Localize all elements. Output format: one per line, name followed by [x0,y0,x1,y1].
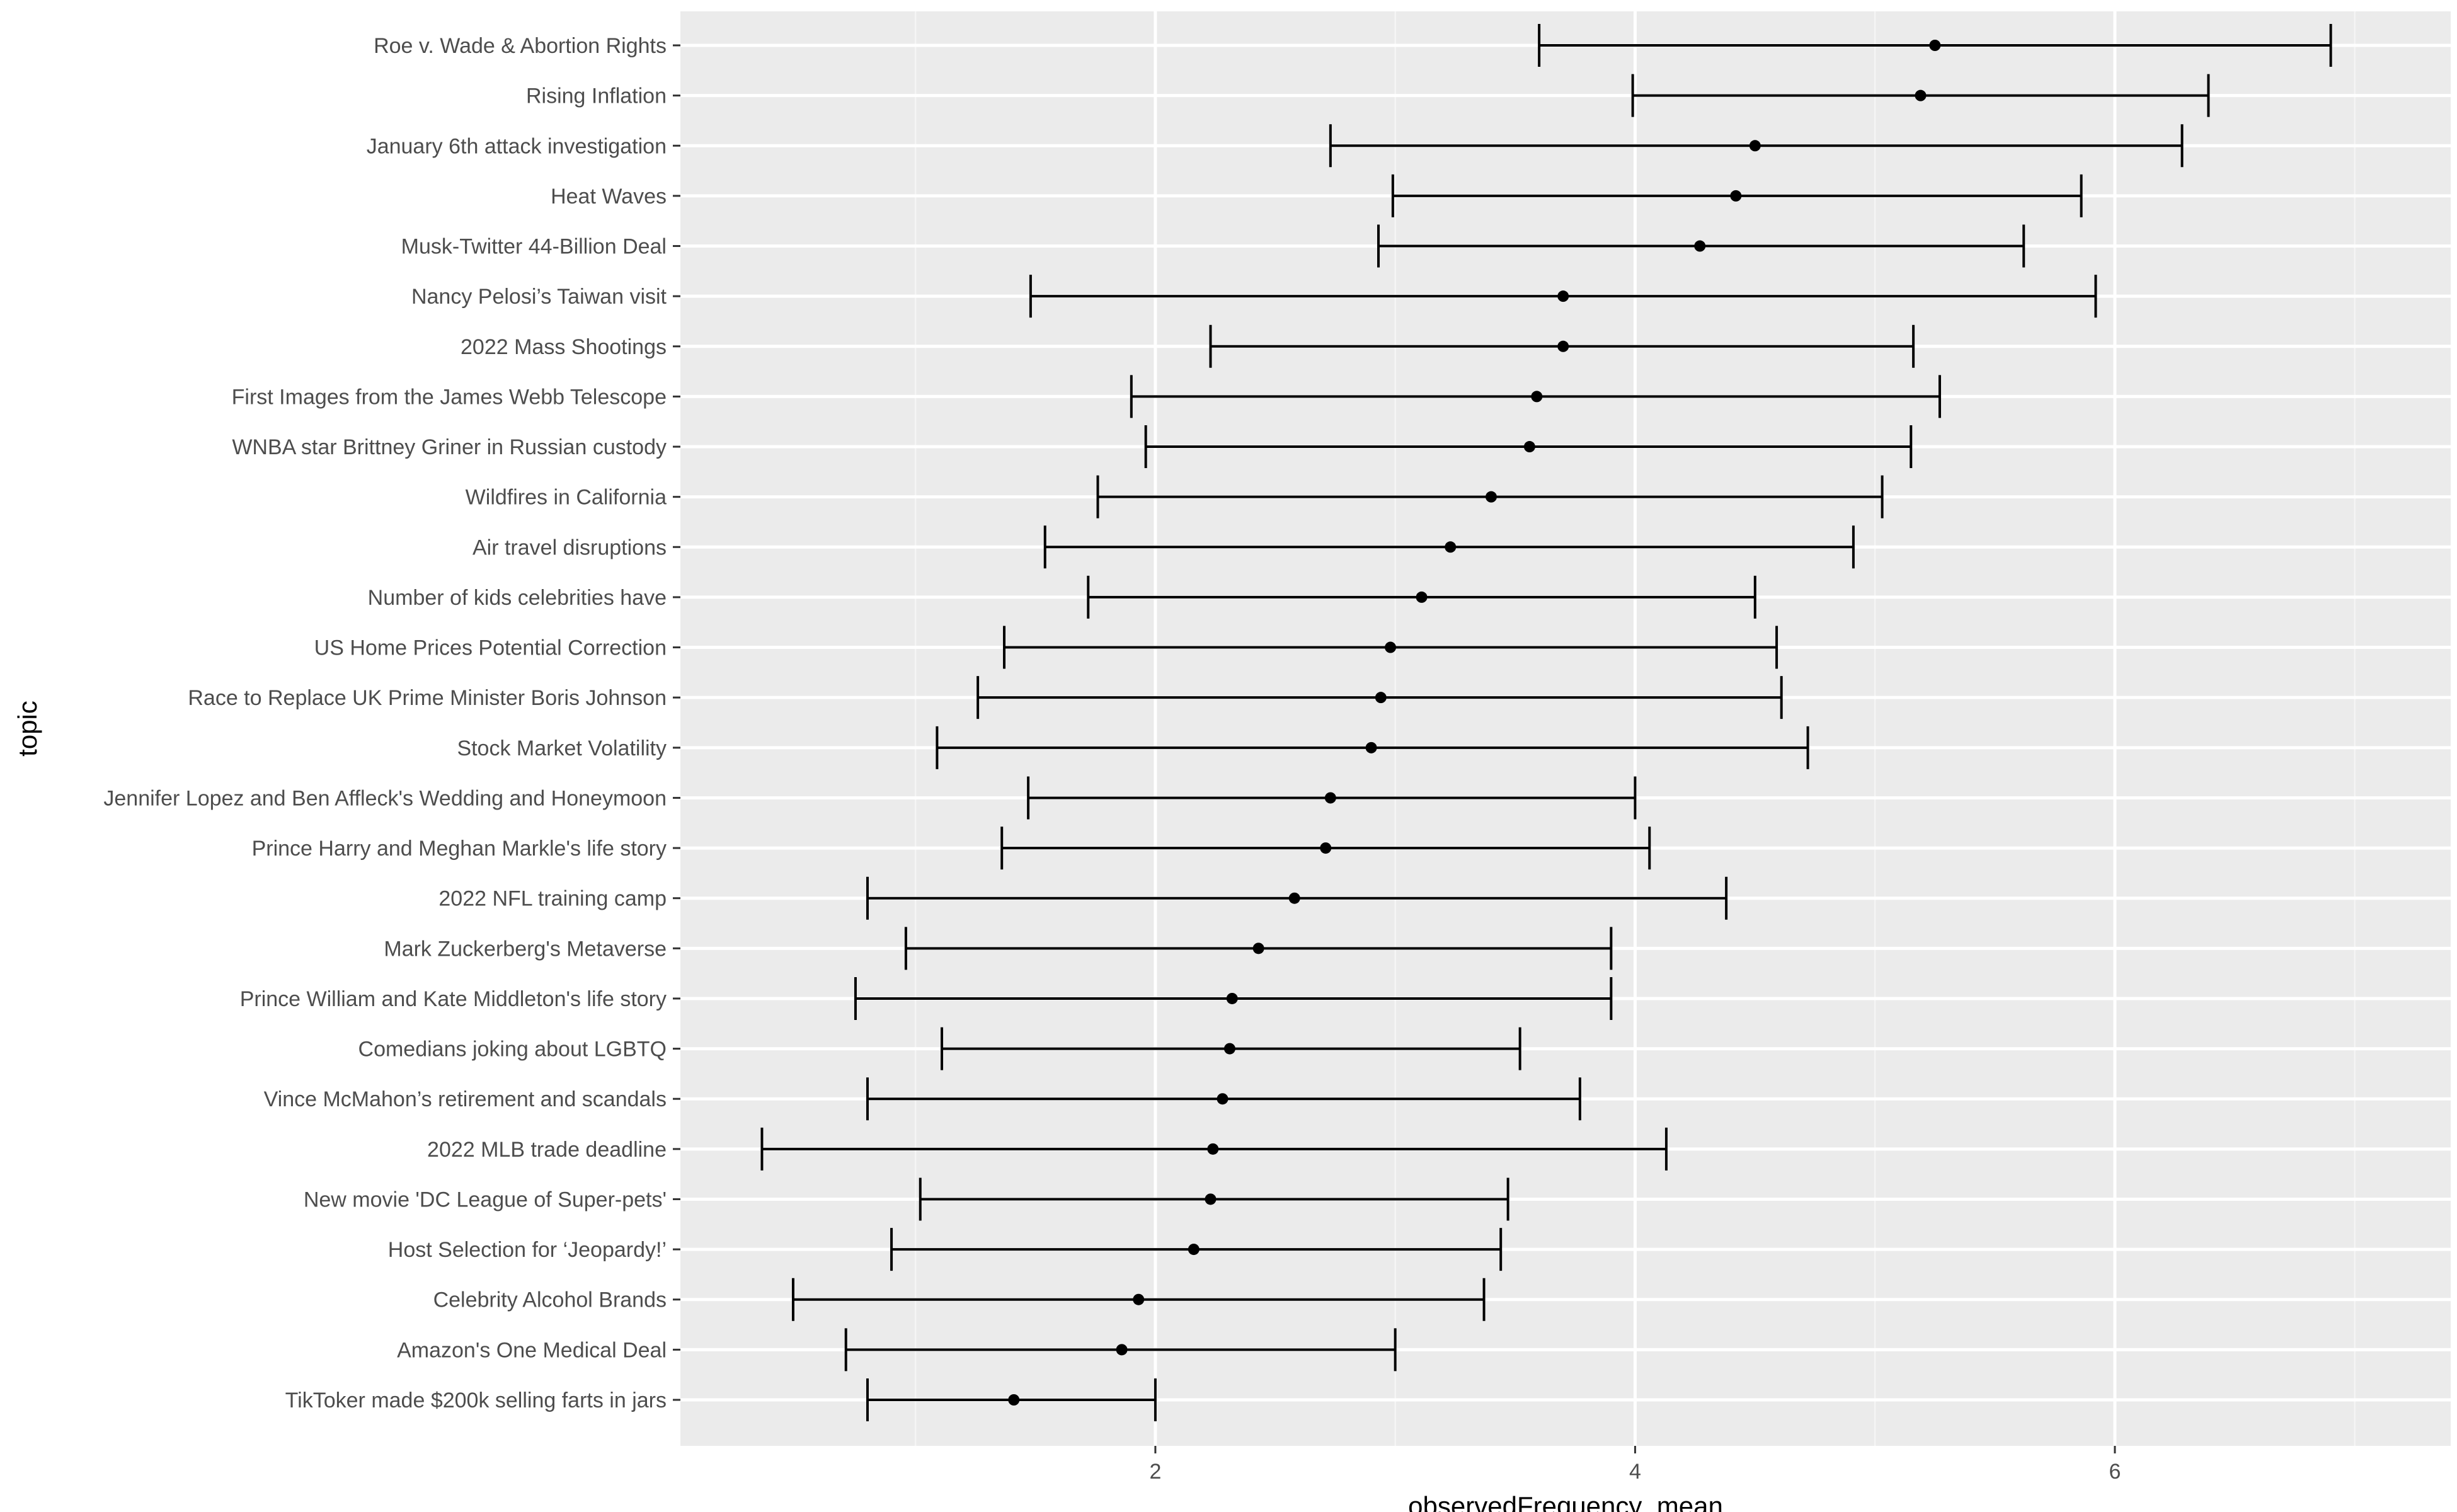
errorbar [1043,525,1855,569]
mean-point [1445,541,1457,553]
errorbar [1329,124,2184,168]
y-tick-label: 2022 NFL training camp [438,887,667,911]
errorbar [976,676,1783,719]
mean-point [1324,792,1336,804]
mean-point [1320,842,1332,854]
mean-point [1557,340,1569,352]
y-tick-label: Vince McMahon’s retirement and scandals [264,1087,667,1111]
errorbar [890,1228,1503,1271]
mean-point [1133,1293,1145,1305]
mean-point [1523,441,1535,453]
mean-point [1749,140,1761,152]
y-tick-label: Race to Replace UK Prime Minister Boris … [188,686,667,710]
errorbar [1096,475,1884,518]
mean-point [1188,1244,1200,1256]
mean-point [1694,240,1706,252]
mean-point [1226,992,1238,1004]
y-tick-label: Rising Inflation [526,84,667,108]
y-tick-label: US Home Prices Potential Correction [314,636,667,660]
y-tick-label: Wildfires in California [466,486,667,510]
y-tick-label: Prince William and Kate Middleton's life… [240,987,667,1011]
mean-point [1915,89,1927,101]
y-tick-label: Prince Harry and Meghan Markle's life st… [252,837,667,861]
y-tick-label: 2022 MLB trade deadline [427,1138,667,1162]
errorbar [1377,224,2025,268]
y-tick-label: Amazon's One Medical Deal [397,1338,667,1362]
mean-point [1375,692,1387,704]
errorbar [854,976,1613,1020]
mean-point [1485,491,1497,503]
x-tick-label: 6 [2109,1460,2121,1484]
mean-point [1557,290,1569,302]
y-axis-title: topic [13,701,42,757]
y-tick-label: Celebrity Alcohol Brands [433,1288,667,1312]
mean-point [1207,1143,1219,1155]
errorbar [1029,275,2097,318]
errorbar [1391,174,2083,217]
errorbar [760,1127,1668,1171]
errorbar [904,927,1613,970]
mean-point [1205,1193,1217,1205]
mean-point [1365,742,1377,753]
mean-point [1385,641,1397,653]
mean-point [1116,1344,1128,1356]
grid-minor [914,11,2356,1446]
errorbar [1000,827,1651,870]
y-tick-label: New movie 'DC League of Super-pets' [304,1188,667,1211]
errorbar [1538,24,2332,67]
y-tick-label: Musk-Twitter 44-Billion Deal [401,235,667,259]
y-tick-label: Host Selection for ‘Jeopardy!’ [388,1238,667,1262]
y-tick-label: Air travel disruptions [472,536,667,559]
mean-point [1416,591,1428,603]
y-tick-label: Comedians joking about LGBTQ [358,1038,667,1062]
errorbar [866,1378,1157,1421]
y-tick-label: Roe v. Wade & Abortion Rights [374,34,667,58]
x-axis: 2 4 6 [1149,1446,2121,1484]
x-tick-label: 2 [1149,1460,1161,1484]
y-tick-label: Number of kids celebrities have [368,586,667,610]
mean-point [1252,942,1264,954]
mean-point [1730,190,1742,202]
errorbar [1130,375,1941,418]
y-tick-label: Jennifer Lopez and Ben Affleck's Wedding… [103,786,667,810]
errorbar [1631,74,2210,117]
errorbar [1003,626,1778,669]
mean-point [1929,40,1941,51]
y-tick-label: Mark Zuckerberg's Metaverse [384,937,667,961]
errorbar [791,1278,1486,1321]
x-tick-label: 4 [1629,1460,1641,1484]
y-axis: Roe v. Wade & Abortion Rights Rising Infl… [103,34,680,1412]
errorbar [1209,324,1915,368]
mean-point [1223,1043,1235,1055]
errorbar [1144,425,1913,469]
y-tick-label: WNBA star Brittney Griner in Russian cus… [232,435,667,459]
y-tick-label: 2022 Mass Shootings [461,335,667,359]
errorbar [844,1328,1397,1372]
errorbar [866,1077,1581,1121]
y-tick-label: January 6th attack investigation [367,134,667,158]
mean-point [1531,391,1543,403]
errorbar [941,1027,1521,1070]
y-tick-label: Heat Waves [551,185,667,209]
errorbar [919,1177,1509,1221]
errorbar [936,726,1809,769]
y-tick-label: First Images from the James Webb Telesco… [232,385,667,409]
mean-point [1217,1093,1228,1105]
errorbar [1027,776,1637,820]
errorbar [1087,575,1756,619]
errorbar-marks [760,24,2332,1421]
plot-panel [680,11,2451,1446]
y-tick-label: Stock Market Volatility [457,736,667,760]
x-axis-title: observedFrequency_mean [1408,1491,1723,1512]
y-tick-label: Nancy Pelosi’s Taiwan visit [411,285,667,309]
mean-point [1008,1394,1020,1406]
y-tick-label: TikToker made $200k selling farts in jar… [285,1389,667,1412]
errorbar [866,876,1728,920]
mean-point [1288,892,1300,904]
